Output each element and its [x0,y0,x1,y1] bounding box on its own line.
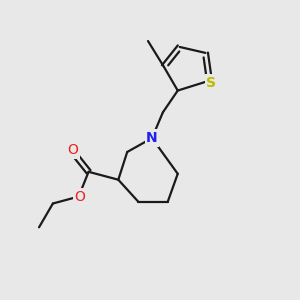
Text: N: N [146,131,158,145]
Text: O: O [67,143,78,157]
Text: S: S [206,76,216,90]
Text: O: O [74,190,85,204]
